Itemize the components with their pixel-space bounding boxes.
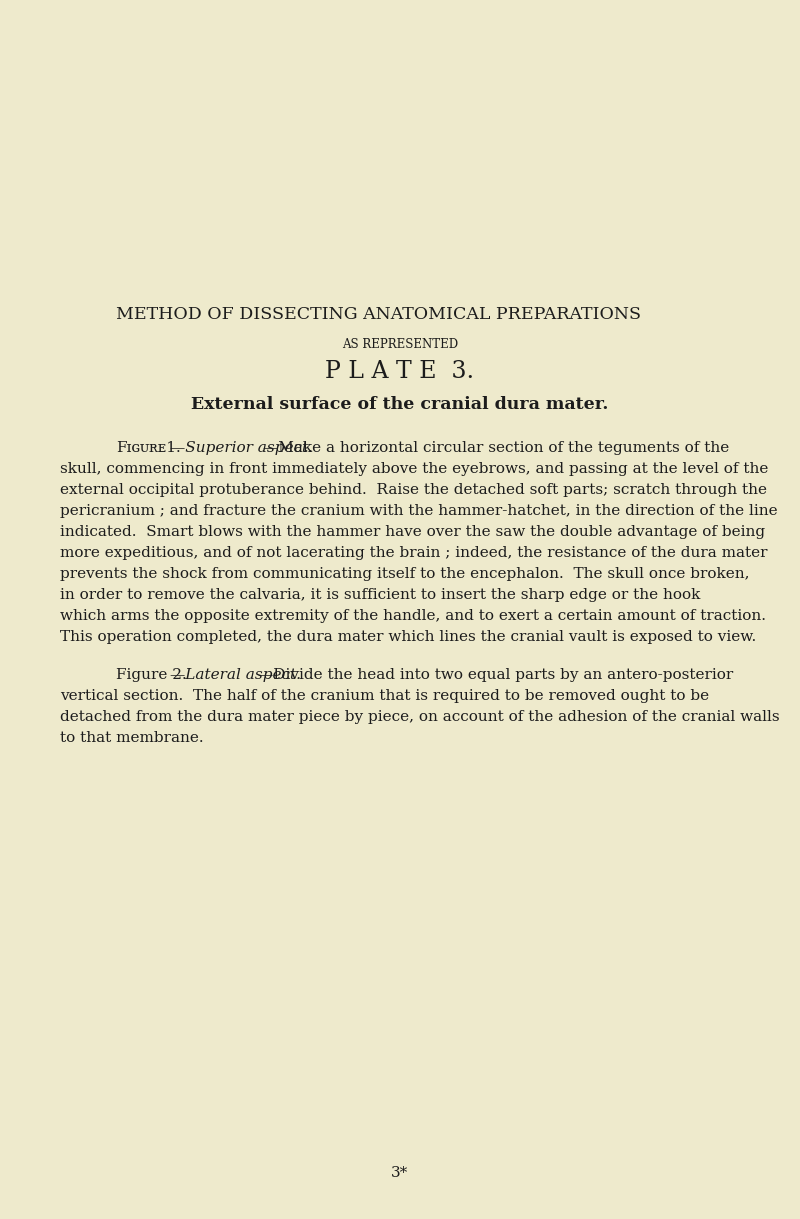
Text: AS REPRESENTED: AS REPRESENTED xyxy=(342,339,458,351)
Text: vertical section.  The half of the cranium that is required to be removed ought : vertical section. The half of the craniu… xyxy=(60,689,709,703)
Text: prevents the shock from communicating itself to the encephalon.  The skull once : prevents the shock from communicating it… xyxy=(60,567,750,581)
Text: This operation completed, the dura mater which lines the cranial vault is expose: This operation completed, the dura mater… xyxy=(60,630,756,644)
Text: 3*: 3* xyxy=(391,1165,409,1180)
Text: —Divide the head into two equal parts by an antero-posterior: —Divide the head into two equal parts by… xyxy=(258,668,733,681)
Text: P L A T E  3.: P L A T E 3. xyxy=(326,361,474,383)
Text: Figure 2.: Figure 2. xyxy=(116,668,186,681)
Text: external occipital protuberance behind.  Raise the detached soft parts; scratch : external occipital protuberance behind. … xyxy=(60,483,767,497)
Text: —Superior aspect.: —Superior aspect. xyxy=(170,441,314,455)
Text: —Make a horizontal circular section of the teguments of the: —Make a horizontal circular section of t… xyxy=(263,441,730,455)
Text: External surface of the cranial dura mater.: External surface of the cranial dura mat… xyxy=(191,396,609,413)
Text: detached from the dura mater piece by piece, on account of the adhesion of the c: detached from the dura mater piece by pi… xyxy=(60,709,780,724)
Text: indicated.  Smart blows with the hammer have over the saw the double advantage o: indicated. Smart blows with the hammer h… xyxy=(60,525,765,539)
Text: —Lateral aspect.: —Lateral aspect. xyxy=(170,668,302,681)
Text: Fɪɢᴜʀᴇ1.: Fɪɢᴜʀᴇ1. xyxy=(116,441,181,455)
Text: to that membrane.: to that membrane. xyxy=(60,731,204,745)
Text: more expeditious, and of not lacerating the brain ; indeed, the resistance of th: more expeditious, and of not lacerating … xyxy=(60,546,767,560)
Text: in order to remove the calvaria, it is sufficient to insert the sharp edge or th: in order to remove the calvaria, it is s… xyxy=(60,588,700,602)
Text: skull, commencing in front immediately above the eyebrows, and passing at the le: skull, commencing in front immediately a… xyxy=(60,462,768,477)
Text: pericranium ; and fracture the cranium with the hammer-hatchet, in the direction: pericranium ; and fracture the cranium w… xyxy=(60,505,778,518)
Text: METHOD OF DISSECTING ANATOMICAL PREPARATIONS: METHOD OF DISSECTING ANATOMICAL PREPARAT… xyxy=(116,306,641,323)
Text: which arms the opposite extremity of the handle, and to exert a certain amount o: which arms the opposite extremity of the… xyxy=(60,610,766,623)
